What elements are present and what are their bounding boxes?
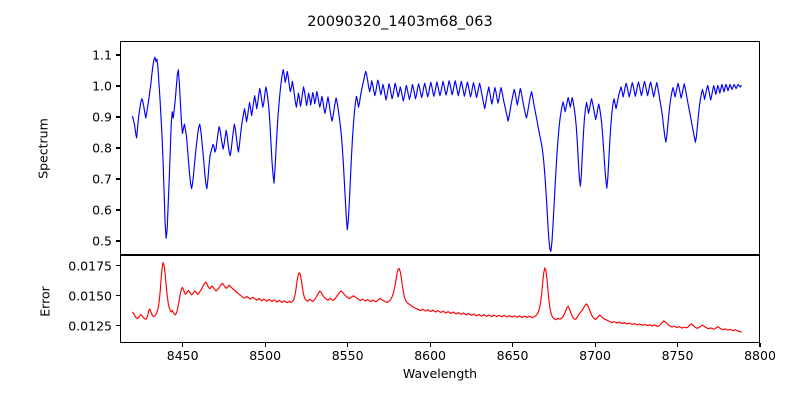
x-tick-label: 8750 bbox=[661, 348, 694, 363]
y-tick-mark bbox=[116, 209, 120, 211]
y-tick-mark bbox=[116, 325, 120, 327]
y-tick-mark bbox=[116, 178, 120, 180]
y-tick-label: 0.0175 bbox=[68, 258, 112, 274]
x-tick-label: 8550 bbox=[331, 348, 364, 363]
x-tick-mark bbox=[429, 343, 431, 347]
y-tick-mark bbox=[116, 240, 120, 242]
y-tick-label: 0.0150 bbox=[68, 288, 112, 304]
x-tick-mark bbox=[182, 343, 184, 347]
x-tick-mark bbox=[759, 343, 761, 347]
x-tick-label: 8700 bbox=[579, 348, 611, 363]
y-tick-label: 0.9 bbox=[92, 109, 112, 125]
x-tick-label: 8500 bbox=[249, 348, 282, 363]
y-axis-label-spectrum: Spectrum bbox=[35, 118, 51, 179]
y-tick-mark bbox=[116, 295, 120, 297]
x-tick-label: 8650 bbox=[496, 348, 529, 363]
y-tick-label: 0.6 bbox=[92, 202, 112, 218]
y-axis-label-error: Error bbox=[37, 286, 53, 317]
y-tick-mark bbox=[116, 85, 120, 87]
x-tick-mark bbox=[676, 343, 679, 347]
y-tick-label: 1.0 bbox=[92, 78, 112, 94]
y-tick-label: 0.5 bbox=[92, 233, 112, 249]
y-tick-mark bbox=[116, 54, 120, 56]
x-tick-mark bbox=[512, 343, 514, 347]
y-tick-label: 0.7 bbox=[92, 171, 112, 187]
y-tick-label: 1.1 bbox=[92, 47, 112, 63]
figure-title: 20090320_1403m68_063 bbox=[307, 14, 493, 30]
x-tick-label: 8600 bbox=[414, 348, 446, 363]
error-panel-path bbox=[131, 262, 742, 333]
error-line-series bbox=[131, 262, 742, 333]
y-tick-label: 0.0125 bbox=[68, 318, 112, 334]
x-tick-label: 8450 bbox=[166, 348, 199, 363]
error-plot-area bbox=[120, 255, 760, 343]
spectrum-panel-path bbox=[131, 56, 742, 252]
x-tick-label: 8800 bbox=[744, 348, 776, 363]
x-tick-mark bbox=[347, 343, 349, 347]
x-tick-mark bbox=[594, 343, 596, 347]
y-tick-label: 0.8 bbox=[92, 140, 112, 156]
spectrum-plot-area bbox=[120, 41, 760, 255]
y-tick-mark bbox=[116, 147, 120, 149]
spectrum-line-series bbox=[131, 56, 742, 252]
y-tick-mark bbox=[116, 265, 120, 267]
y-tick-mark bbox=[116, 116, 120, 118]
x-axis-label: Wavelength bbox=[402, 366, 478, 381]
x-tick-mark bbox=[264, 343, 266, 347]
